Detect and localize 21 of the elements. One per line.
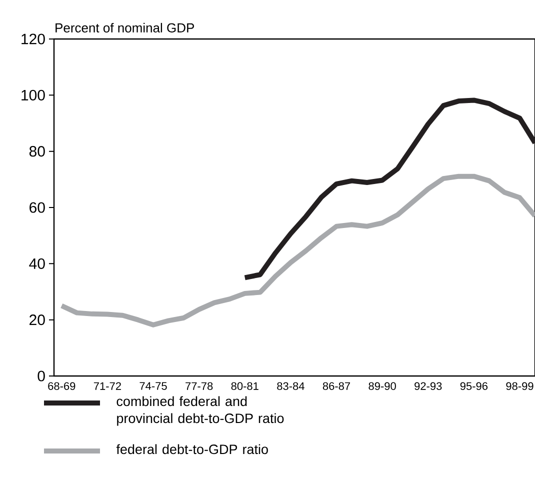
y-tick-label: 100: [22, 90, 45, 100]
x-tick-label: 71-72: [94, 382, 121, 390]
y-tick-label: 20: [30, 314, 45, 326]
x-tick-label: 77-78: [186, 382, 213, 390]
y-tick-label: 40: [29, 258, 45, 269]
x-tick-label: 86-87: [322, 382, 350, 390]
y-tick-label: 0: [38, 370, 45, 382]
y-tick-label: 120: [22, 34, 45, 44]
y-tick-label: 60: [30, 202, 45, 213]
legend-label: combined federal and provincial debt-to-GDP ratio: [116, 396, 284, 426]
y-tick-label: 80: [29, 146, 45, 157]
legend-label: federal debt-to-GDP ratio: [116, 444, 268, 454]
x-tick-label: 80-81: [231, 382, 258, 390]
x-tick-label: 95-96: [460, 382, 488, 390]
y-axis-title: Percent of nominal GDP: [56, 22, 194, 32]
x-tick-label: 98-99: [506, 382, 534, 390]
x-tick-label: 83-84: [277, 382, 304, 390]
x-tick-label: 92-93: [414, 382, 442, 390]
x-tick-label: 74-75: [140, 382, 167, 390]
x-tick-label: 68-69: [48, 382, 76, 390]
x-tick-label: 89-90: [368, 382, 396, 390]
